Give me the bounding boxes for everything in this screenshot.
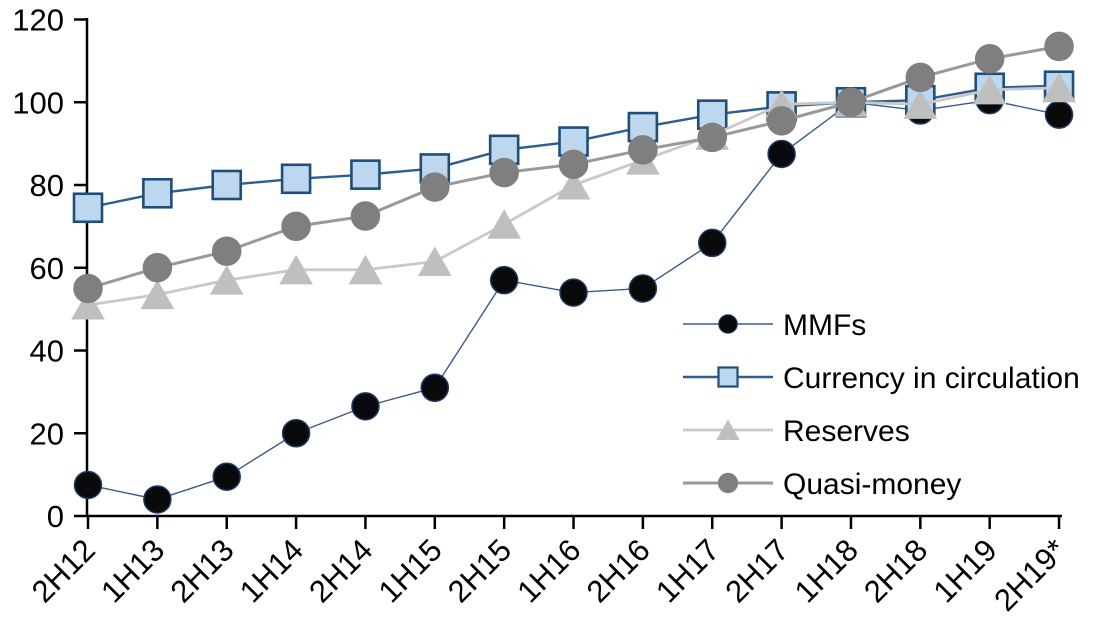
x-axis-tick-label: 2H16 — [580, 532, 657, 609]
data-point — [209, 265, 244, 295]
data-point — [558, 149, 589, 180]
y-axis-tick-label: 20 — [30, 416, 64, 451]
data-point — [211, 236, 242, 266]
data-point — [628, 274, 658, 303]
data-point — [559, 278, 588, 307]
data-point — [697, 122, 727, 153]
data-point — [351, 392, 380, 421]
y-axis-tick-label: 0 — [47, 499, 64, 534]
data-point — [211, 169, 243, 201]
data-point — [281, 419, 311, 448]
data-point — [420, 172, 450, 202]
legend-marker-triangle-icon — [716, 419, 740, 441]
data-point — [1044, 31, 1074, 62]
data-point — [972, 74, 1007, 105]
x-axis-tick-label: 2H18 — [857, 532, 934, 609]
data-point — [279, 254, 313, 285]
data-point — [974, 44, 1005, 74]
x-axis-tick-label: 1H13 — [94, 532, 171, 609]
data-point — [281, 211, 311, 242]
legend-marker-square-icon — [717, 366, 739, 388]
data-point — [628, 135, 658, 165]
y-axis-tick-label: 100 — [12, 85, 64, 120]
data-point — [140, 279, 175, 310]
legend-label: Reserves — [783, 415, 910, 448]
x-axis-tick-label: 1H17 — [649, 532, 726, 609]
data-point — [72, 192, 104, 224]
x-axis-tick-label: 2H13 — [164, 532, 241, 609]
data-point — [420, 373, 450, 402]
data-point — [71, 289, 105, 320]
data-point — [73, 273, 103, 304]
legend-marker-circle-icon — [717, 472, 739, 494]
data-point — [142, 177, 173, 209]
data-point — [143, 485, 172, 514]
data-point — [556, 169, 591, 200]
legend-marker-circle-icon — [718, 314, 738, 334]
x-axis-tick-label: 2H19* — [987, 532, 1073, 618]
data-point — [697, 228, 727, 258]
data-point — [350, 159, 381, 190]
x-axis-tick-label: 2H12 — [25, 532, 102, 609]
x-axis-tick-label: 1H18 — [788, 532, 865, 609]
legend-label: Quasi-money — [783, 468, 961, 501]
data-point — [212, 462, 241, 491]
y-axis-tick-label: 60 — [30, 251, 64, 286]
y-axis-tick-label: 80 — [30, 168, 64, 203]
data-point — [489, 265, 519, 295]
x-axis-tick-label: 2H14 — [302, 532, 379, 609]
x-axis-tick-label: 1H15 — [372, 532, 449, 609]
data-point — [73, 470, 103, 500]
data-point — [836, 87, 866, 117]
x-axis-tick-label: 2H15 — [441, 532, 518, 609]
data-point — [142, 253, 173, 283]
data-point — [280, 163, 312, 195]
data-point — [348, 254, 383, 285]
data-point — [767, 139, 796, 169]
legend-label: Currency in circulation — [783, 362, 1080, 395]
data-point — [489, 157, 519, 188]
x-axis-tick-label: 1H16 — [510, 532, 587, 609]
data-point — [766, 106, 797, 136]
data-point — [350, 201, 381, 231]
data-point — [905, 62, 936, 93]
data-point — [1042, 72, 1076, 103]
data-point — [417, 246, 452, 277]
data-point — [487, 209, 522, 239]
legend-label: MMFs — [783, 309, 866, 342]
y-axis-tick-label: 40 — [30, 334, 64, 369]
data-point — [1044, 100, 1074, 129]
x-axis-tick-label: 2H17 — [718, 532, 795, 609]
data-point — [903, 89, 938, 119]
x-axis-tick-label: 1H14 — [233, 532, 310, 609]
y-axis-tick-label: 120 — [12, 3, 64, 38]
